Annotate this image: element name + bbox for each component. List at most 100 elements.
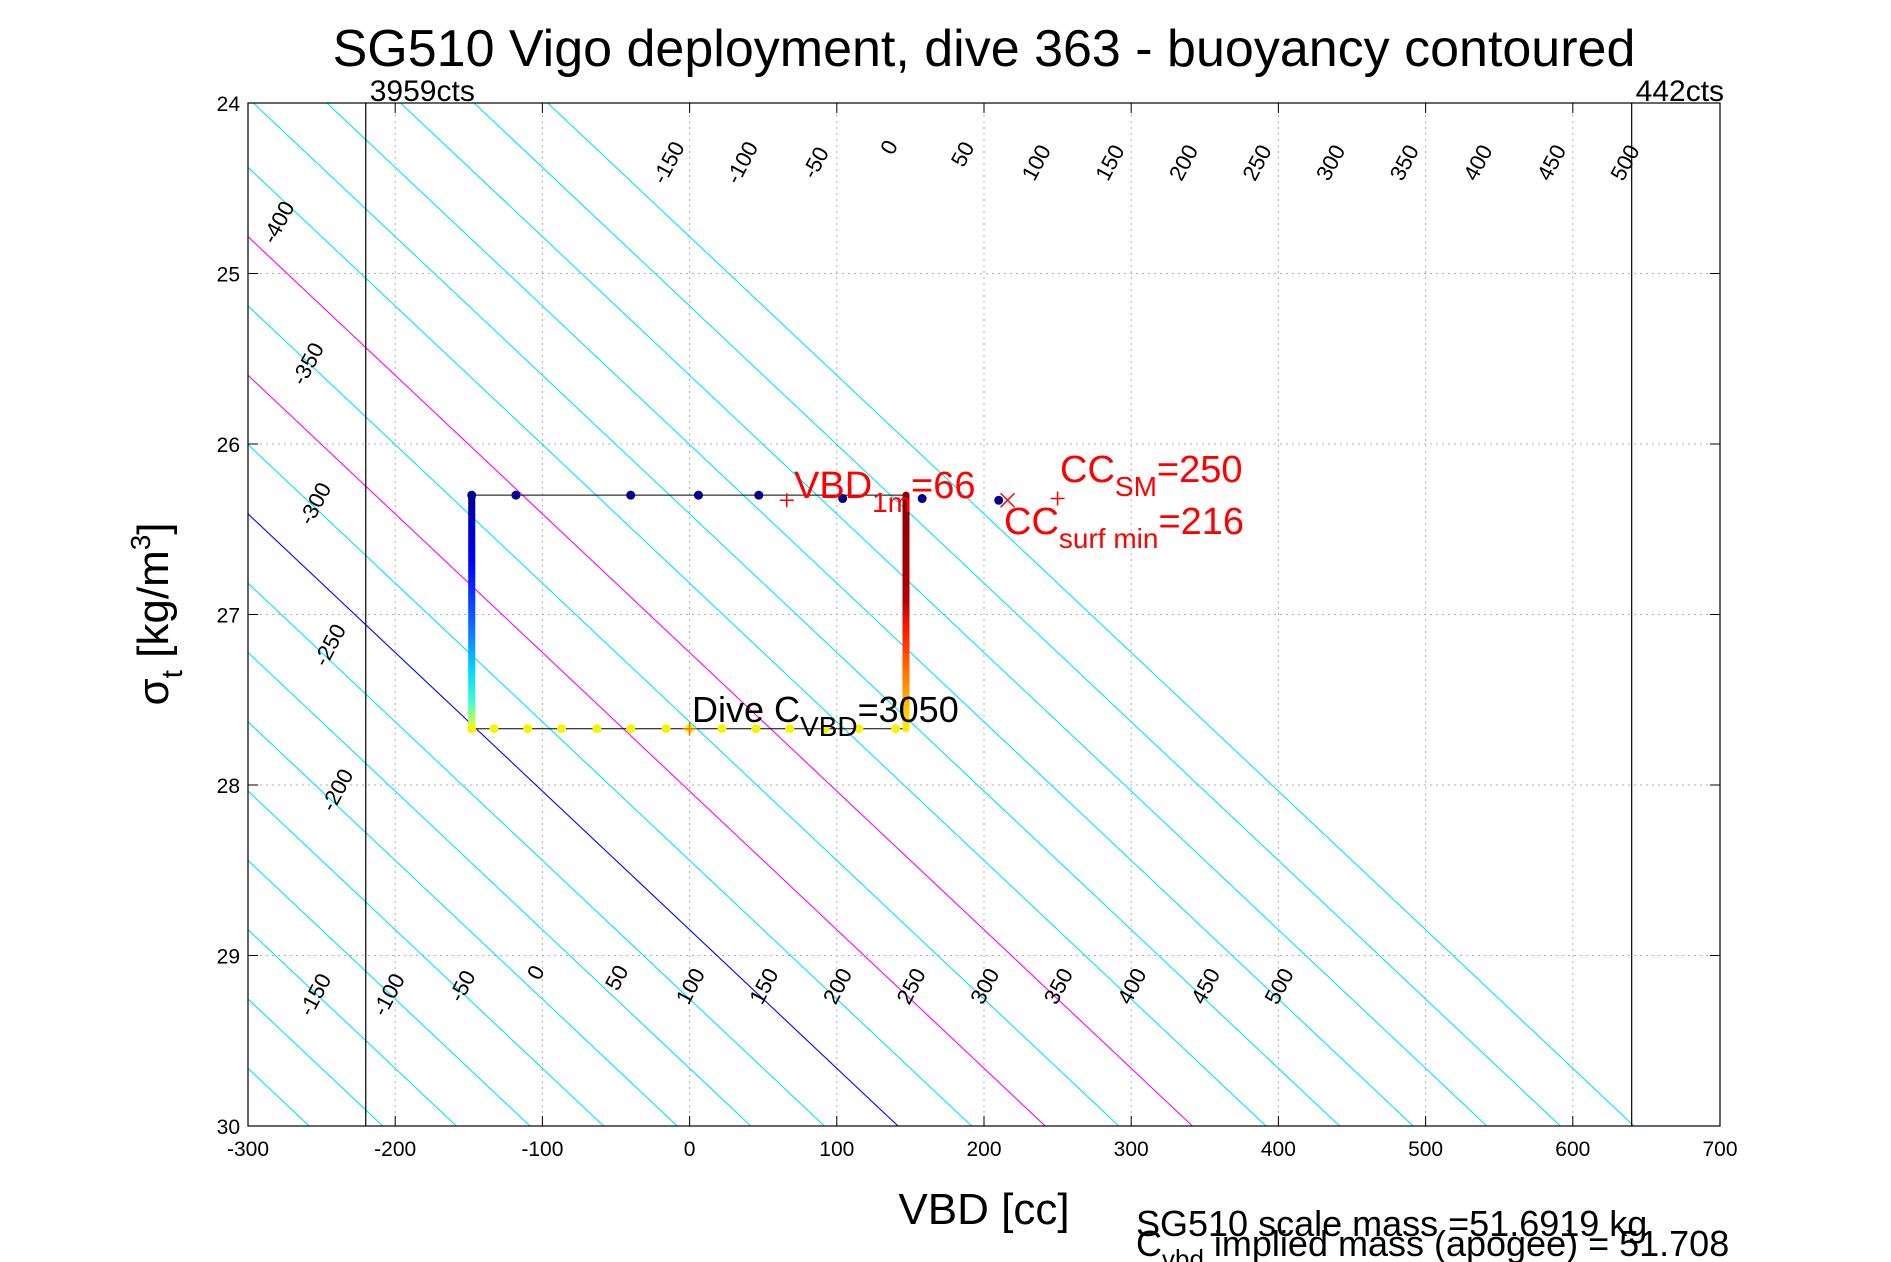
top-point xyxy=(626,490,636,500)
y-axis-label: σt [kg/m3] xyxy=(125,522,189,705)
contour-label: 100 xyxy=(1017,140,1056,184)
bottom-point xyxy=(467,724,477,734)
x-tick-label: -100 xyxy=(521,1138,563,1161)
contour-label: -200 xyxy=(316,765,359,816)
top-point xyxy=(994,495,1004,505)
marker-plus xyxy=(1050,491,1065,506)
contour-line xyxy=(547,103,1635,1126)
bottom-point xyxy=(592,724,602,734)
y-tick-label: 27 xyxy=(217,605,240,628)
contour-label: -100 xyxy=(720,137,763,188)
contour-line xyxy=(326,103,1414,1126)
bottom-point xyxy=(785,724,795,734)
bottom-point xyxy=(661,724,671,734)
contour-line xyxy=(0,103,236,1126)
contour-label: -100 xyxy=(367,969,410,1020)
chart-title: SG510 Vigo deployment, dive 363 - buoyan… xyxy=(333,20,1636,78)
top-point xyxy=(693,490,703,500)
y-tick-label: 24 xyxy=(217,93,241,116)
contour-line xyxy=(252,103,1340,1126)
top-point xyxy=(467,490,477,500)
contour-line xyxy=(473,103,1561,1126)
contour-line xyxy=(248,998,384,1126)
contour-label: 100 xyxy=(671,964,710,1008)
bottom-point xyxy=(854,724,864,734)
contour-line xyxy=(248,513,899,1126)
axis-ticks: -300 -200 -100 0 100 200 300 400 500 600 700242526… xyxy=(217,93,1738,1161)
contour-label: 250 xyxy=(891,964,930,1008)
contour-label: 300 xyxy=(1311,140,1350,184)
dive-path xyxy=(471,494,907,730)
data-points xyxy=(467,490,1004,734)
scale-mass-text: SG510 scale mass =51.6919 kg xyxy=(1136,1203,1647,1244)
contour-line xyxy=(248,721,678,1126)
contour-label: -350 xyxy=(286,338,329,389)
implied-mass-text: Cvbd implied mass (apogee) = 51.708 xyxy=(1136,1223,1729,1262)
contour-line xyxy=(248,374,1046,1126)
contour-label: 250 xyxy=(1237,140,1276,184)
top-point xyxy=(838,494,848,504)
cc-surf-min-annotation: CCsurf min=216 xyxy=(1004,501,1244,554)
contour-label: -50 xyxy=(444,966,481,1006)
contour-line xyxy=(248,928,457,1126)
contour-label: 200 xyxy=(1164,140,1203,184)
top-point xyxy=(754,490,764,500)
x-tick-label: 500 xyxy=(1408,1138,1443,1161)
contour-label: 150 xyxy=(744,964,783,1008)
contour-label: 350 xyxy=(1385,140,1424,184)
contour-line xyxy=(248,651,752,1126)
contour-label: -150 xyxy=(647,137,690,188)
contour-line xyxy=(248,235,1193,1126)
cc-sm-annotation: CCSM=250 xyxy=(1060,449,1242,502)
contour-label: 450 xyxy=(1186,964,1225,1008)
x-tick-label: 100 xyxy=(819,1138,854,1161)
contour-line xyxy=(248,582,825,1126)
bottom-point xyxy=(489,724,499,734)
contour-label: 400 xyxy=(1458,140,1497,184)
contour-line xyxy=(248,166,1267,1126)
contour-label: -150 xyxy=(294,969,337,1020)
marker-x xyxy=(1000,492,1016,508)
contour-label: 350 xyxy=(1039,964,1078,1008)
contour-label: 500 xyxy=(1605,140,1644,184)
bottom-point xyxy=(751,724,761,734)
x-tick-label: 700 xyxy=(1702,1138,1737,1161)
contour-labels: -400-350-300-250-200-150 -100 -50 0 50 100 150… xyxy=(257,136,1645,1020)
buoyancy-contours xyxy=(0,103,1635,1126)
contour-label: 500 xyxy=(1259,964,1298,1008)
y-tick-label: 26 xyxy=(217,434,240,457)
marker-plus xyxy=(779,493,794,508)
dive-trajectory xyxy=(468,491,910,733)
contour-label: 0 xyxy=(522,961,550,984)
contour-line xyxy=(248,790,604,1126)
y-tick-label: 25 xyxy=(217,264,240,287)
x-tick-label: 0 xyxy=(684,1138,696,1161)
grid-lines xyxy=(248,103,1720,1126)
contour-label: -400 xyxy=(257,197,300,248)
x-tick-label: 600 xyxy=(1555,1138,1590,1161)
top-point xyxy=(511,490,521,500)
x-axis-label: VBD [cc] xyxy=(898,1185,1069,1234)
contour-label: 200 xyxy=(818,964,857,1008)
contour-line xyxy=(248,305,1120,1126)
vbd-1m-annotation: VBD1m=66 xyxy=(794,465,976,518)
y-tick-label: 30 xyxy=(217,1116,240,1139)
bottom-point xyxy=(557,724,567,734)
dive-outline xyxy=(471,494,907,730)
contour-label: 0 xyxy=(875,136,903,159)
bottom-point xyxy=(717,724,727,734)
bottom-point xyxy=(626,724,636,734)
bottom-point xyxy=(891,724,901,734)
contour-line xyxy=(400,103,1488,1126)
contour-label: 150 xyxy=(1090,140,1129,184)
contour-label: 450 xyxy=(1532,140,1571,184)
y-tick-label: 28 xyxy=(217,775,240,798)
x-tick-label: 200 xyxy=(966,1138,1001,1161)
y-tick-label: 29 xyxy=(217,946,240,969)
contour-line xyxy=(248,443,972,1126)
contour-label: 50 xyxy=(946,137,980,170)
x-tick-label: -300 xyxy=(227,1138,269,1161)
bottom-point xyxy=(820,724,830,734)
marker-plus xyxy=(682,721,697,736)
